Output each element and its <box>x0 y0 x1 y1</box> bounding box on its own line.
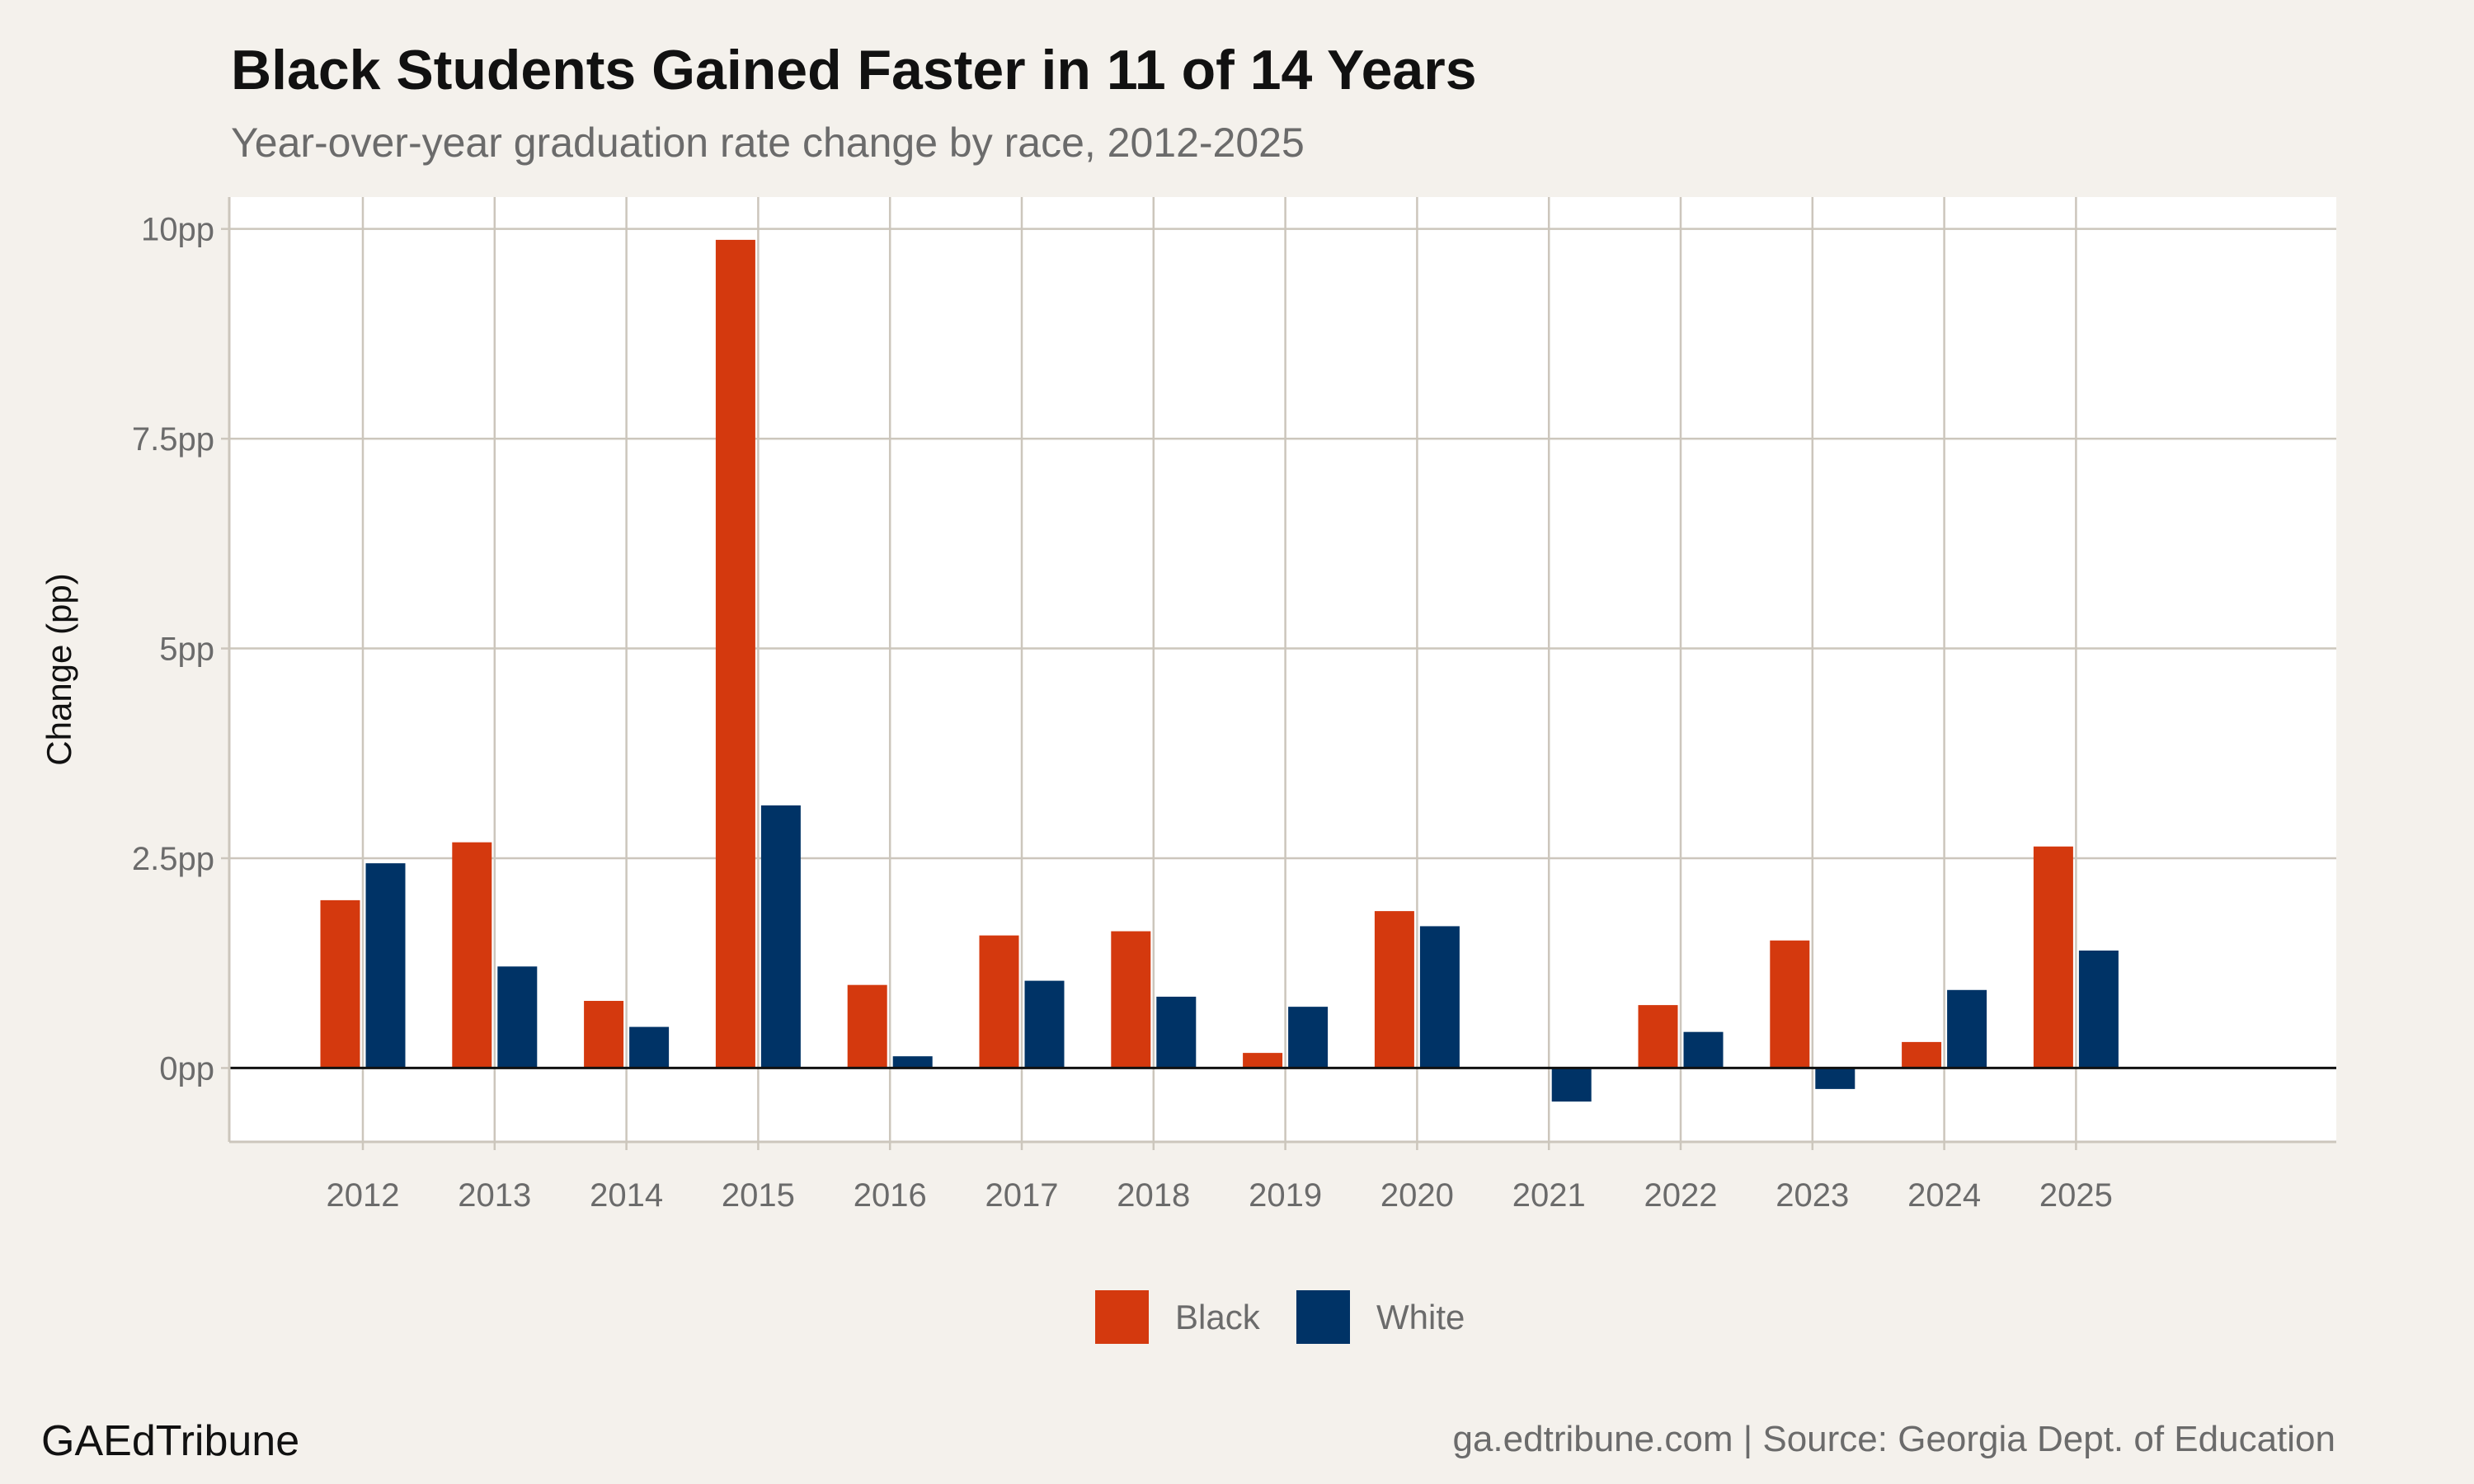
y-tick-label: 10pp <box>141 212 214 248</box>
legend: Black White <box>1095 1290 1465 1344</box>
x-tick-label: 2013 <box>458 1177 531 1214</box>
x-tick-label: 2018 <box>1117 1177 1190 1214</box>
legend-swatch-white <box>1296 1290 1350 1344</box>
x-tick-label: 2020 <box>1380 1177 1454 1214</box>
bar-black-2016 <box>847 984 887 1068</box>
bar-black-2022 <box>1638 1005 1678 1068</box>
bar-white-2019 <box>1288 1007 1329 1068</box>
bar-white-2015 <box>760 805 801 1068</box>
x-tick-label: 2012 <box>327 1177 400 1214</box>
chart-subtitle: Year-over-year graduation rate change by… <box>231 120 1305 166</box>
bar-black-2012 <box>320 899 360 1068</box>
x-tick-label: 2016 <box>854 1177 927 1214</box>
bar-white-2018 <box>1156 996 1197 1068</box>
bar-white-2014 <box>629 1026 670 1068</box>
x-tick-label: 2017 <box>985 1177 1059 1214</box>
bar-black-2013 <box>452 842 492 1068</box>
bar-black-2020 <box>1374 911 1414 1068</box>
bar-black-2018 <box>1111 931 1151 1068</box>
bar-white-2022 <box>1683 1031 1724 1068</box>
axes: 0pp 2.5pp 5pp 7.5pp 10pp 2012 2013 2014 2015 2016… <box>132 197 2336 1214</box>
x-tick-label: 2014 <box>590 1177 663 1214</box>
gridlines <box>229 197 2336 1142</box>
x-tick-label: 2024 <box>1907 1177 1981 1214</box>
bars <box>229 239 2336 1102</box>
x-tick-label: 2023 <box>1776 1177 1849 1214</box>
bar-white-2020 <box>1419 926 1460 1068</box>
chart-title: Black Students Gained Faster in 11 of 14… <box>231 39 1477 101</box>
x-tick-label: 2025 <box>2039 1177 2113 1214</box>
bar-white-2024 <box>1947 989 1987 1068</box>
bar-white-2016 <box>892 1056 933 1068</box>
x-tick-label: 2015 <box>722 1177 795 1214</box>
y-tick-label: 0pp <box>159 1050 214 1087</box>
legend-label-white: White <box>1376 1298 1465 1336</box>
plot-panel <box>229 197 2336 1142</box>
y-tick-label: 2.5pp <box>132 841 214 877</box>
bar-white-2012 <box>365 863 406 1068</box>
bar-white-2023 <box>1815 1068 1856 1089</box>
source-note: ga.edtribune.com | Source: Georgia Dept.… <box>1452 1419 2335 1459</box>
legend-swatch-black <box>1095 1290 1149 1344</box>
y-tick-label: 7.5pp <box>132 421 214 458</box>
bar-black-2024 <box>1902 1041 1942 1068</box>
bar-black-2015 <box>715 239 755 1068</box>
x-tick-label: 2022 <box>1644 1177 1718 1214</box>
bar-black-2025 <box>2033 846 2073 1068</box>
brand-logo-text: GAEdTribune <box>41 1417 299 1465</box>
bar-black-2017 <box>979 935 1019 1068</box>
x-tick-label: 2019 <box>1249 1177 1322 1214</box>
bar-white-2025 <box>2078 950 2119 1068</box>
x-tick-label: 2021 <box>1512 1177 1586 1214</box>
bar-white-2021 <box>1551 1068 1592 1102</box>
bar-white-2013 <box>497 966 538 1068</box>
y-tick-label: 5pp <box>159 632 214 668</box>
bar-black-2019 <box>1243 1053 1283 1068</box>
y-axis-title: Change (pp) <box>40 573 78 765</box>
legend-label-black: Black <box>1175 1298 1261 1336</box>
bar-black-2014 <box>584 1001 624 1068</box>
bar-white-2017 <box>1024 980 1065 1068</box>
bar-black-2023 <box>1770 940 1810 1068</box>
